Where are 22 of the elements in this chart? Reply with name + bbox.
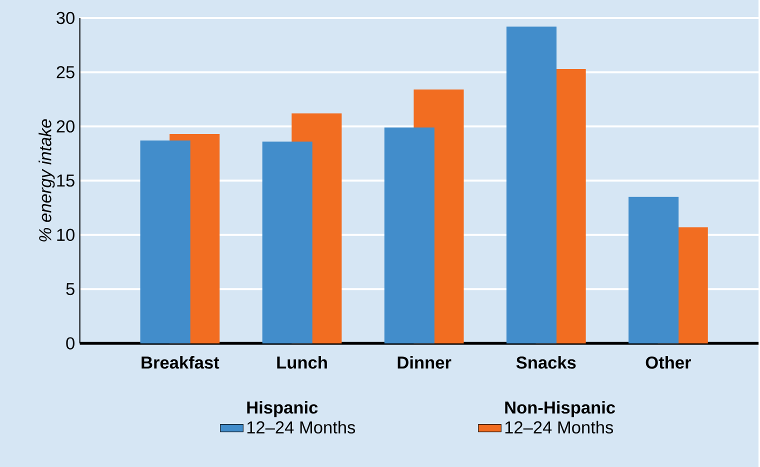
y-tick-label: 10 [57,228,74,241]
bar [628,196,679,344]
bar [384,127,434,344]
legend-label: 12–24 Months [247,420,356,434]
bar [506,26,557,344]
y-tick-label: 0 [66,337,74,350]
y-tick-label: 30 [56,12,74,24]
x-tick-label: Breakfast [142,356,220,369]
x-tick-label: Snacks [516,356,576,369]
x-tick-label: Other [646,356,692,369]
y-tick-label: 5 [66,283,74,296]
bar [262,142,312,344]
y-tick-label: 20 [56,120,74,132]
x-tick-label: Lunch [277,356,327,369]
x-tick-label: Dinner [398,356,452,369]
bar [140,140,190,344]
text: Non-Hispanic [505,400,616,418]
y-axis-title: % energy intake [38,119,55,242]
legend-label: 12–24 Months [505,420,614,434]
y-tick-label: 15 [57,174,74,187]
y-tick-label: 25 [56,66,74,78]
text: Hispanic [247,400,318,418]
